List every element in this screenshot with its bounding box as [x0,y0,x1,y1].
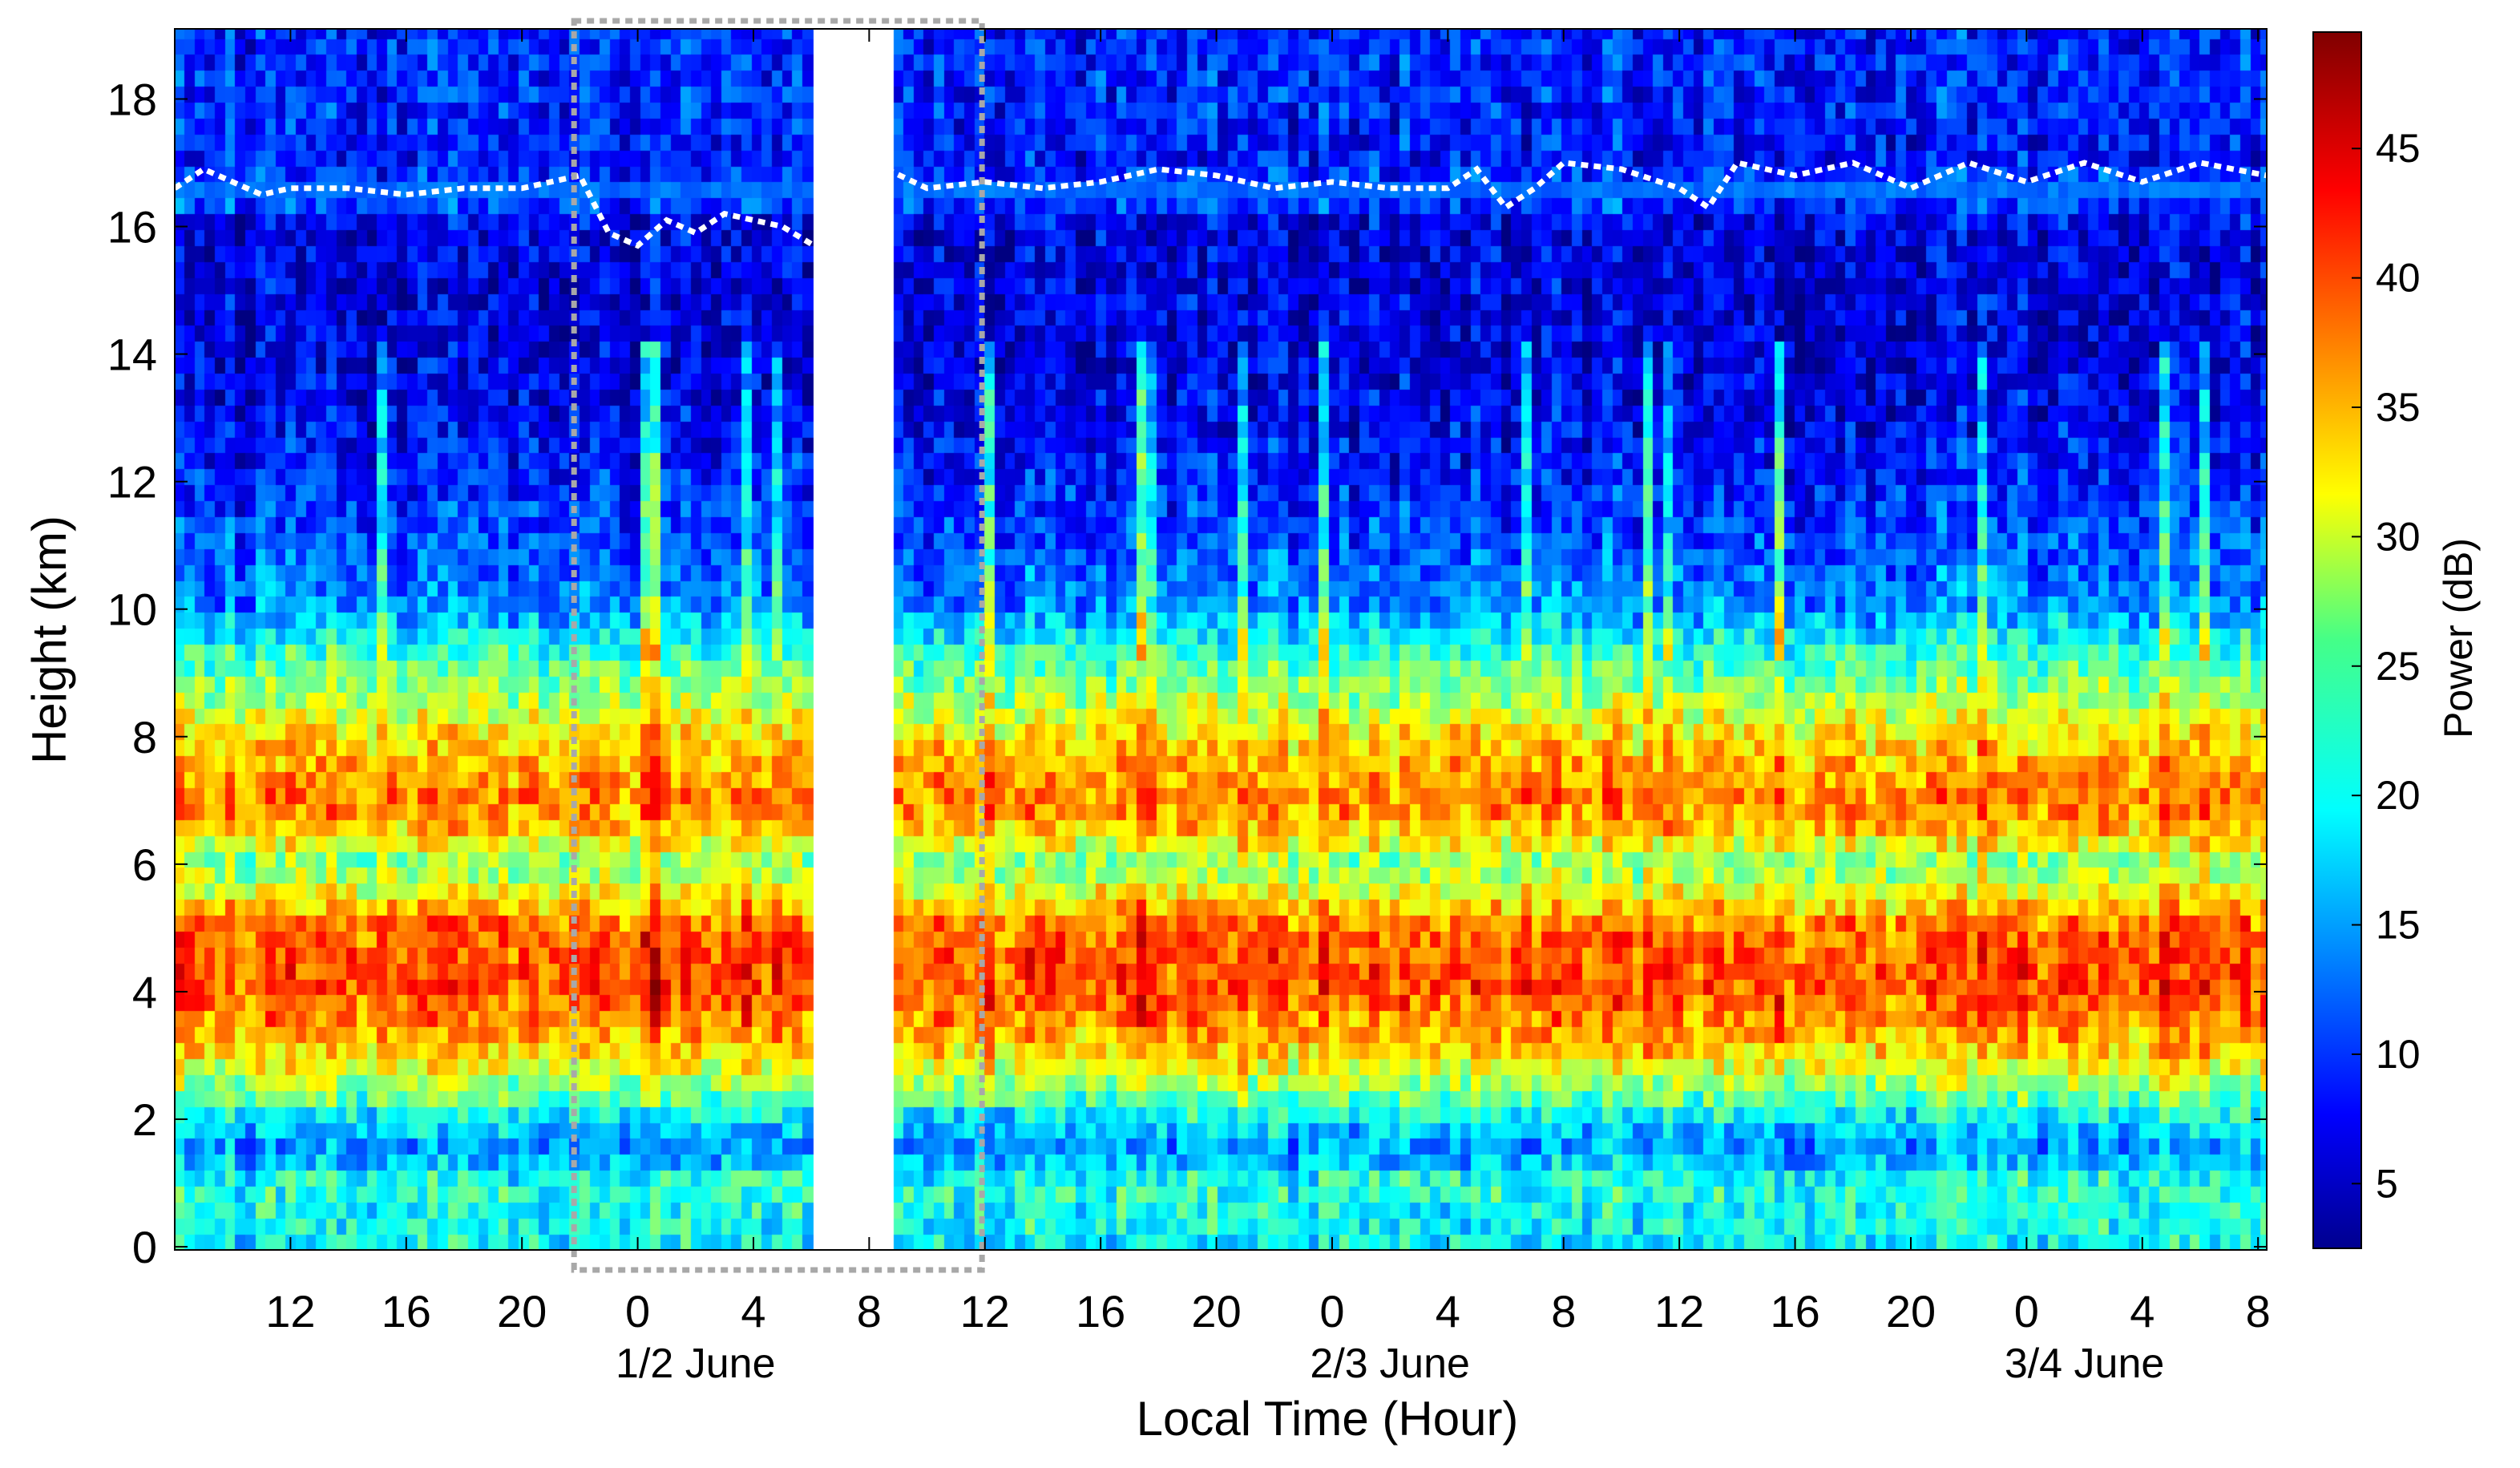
colorbar [2312,31,2362,1249]
y-tick-label: 14 [107,330,157,380]
colorbar-label: Power (dB) [2436,538,2481,738]
x-tick-label: 4 [741,1286,765,1337]
axes-layer: 0 2 4 6 8 10 12 14 16 18 12 16 20 0 4 8 12 16 20 0 4 8 12 16 20 0… [107,29,2271,1387]
y-tick-label: 16 [107,202,157,253]
colorbar-tick-label: 5 [2376,1161,2398,1206]
colorbar-tick-label: 10 [2376,1032,2421,1077]
x-axis-label: Local Time (Hour) [1137,1392,1519,1446]
date-label: 1/2 June [616,1341,776,1387]
colorbar-tick-label: 20 [2376,773,2421,818]
colorbar-tick-label: 40 [2376,256,2421,301]
plot-frame [174,28,2268,1251]
y-tick-label: 0 [132,1222,157,1272]
y-axis-label: Height (km) [22,516,76,764]
x-tick-label: 8 [857,1286,882,1337]
x-tick-label: 12 [1654,1286,1704,1337]
y-tick-label: 10 [107,584,157,635]
x-tick-label: 20 [497,1286,547,1337]
x-tick-label: 16 [1076,1286,1125,1337]
x-tick-label: 4 [2130,1286,2155,1337]
colorbar-tick-label: 45 [2376,126,2421,171]
colorbar-tick-label: 25 [2376,644,2421,689]
x-tick-label: 0 [625,1286,650,1337]
x-tick-label: 4 [1436,1286,1460,1337]
tropopause-track-1 [173,166,816,249]
y-tick-label: 2 [132,1094,157,1145]
y-tick-label: 4 [132,967,157,1017]
x-tick-label: 16 [382,1286,431,1337]
heatmap-image [175,29,2267,1250]
date-label: 2/3 June [1310,1341,1470,1387]
x-tick-label: 16 [1770,1286,1819,1337]
x-tick-label: 20 [1191,1286,1241,1337]
y-tick-label: 6 [132,839,157,890]
highlight-box [571,18,985,1273]
y-tick-label: 12 [107,457,157,508]
colorbar-ticks: 5 10 15 20 25 30 35 40 45 [2352,126,2421,1206]
overlay-layer [173,18,2268,1273]
date-label: 3/4 June [2005,1341,2165,1387]
x-tick-label: 0 [2014,1286,2039,1337]
y-tick-label: 18 [107,74,157,124]
x-tick-label: 12 [960,1286,1010,1337]
colorbar-tick-label: 35 [2376,385,2421,430]
x-tick-label: 8 [1551,1286,1576,1337]
x-tick-label: 12 [265,1286,315,1337]
y-tick-label: 8 [132,712,157,762]
colorbar-tick-label: 30 [2376,514,2421,559]
x-tick-label: 0 [1319,1286,1344,1337]
x-tick-label: 8 [2246,1286,2271,1337]
colorbar-tick-label: 15 [2376,903,2421,948]
x-tick-label: 20 [1886,1286,1936,1337]
tropopause-track-2 [885,160,2268,212]
